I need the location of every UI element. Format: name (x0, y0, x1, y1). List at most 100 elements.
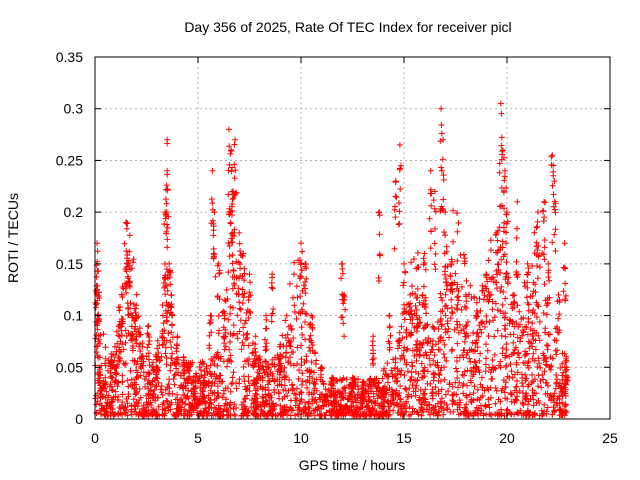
roti-point (319, 402, 326, 409)
roti-point (230, 405, 237, 412)
y-tick-label: 0 (75, 411, 83, 427)
roti-point (514, 302, 521, 309)
roti-point (219, 394, 226, 401)
roti-point (397, 383, 404, 390)
roti-point (551, 231, 558, 238)
roti-point (496, 169, 503, 176)
roti-point (371, 400, 378, 407)
roti-point (485, 396, 492, 403)
roti-point (417, 319, 424, 326)
roti-point (180, 353, 187, 360)
roti-point (370, 355, 377, 362)
roti-point (427, 167, 434, 174)
roti-point (437, 138, 444, 145)
roti-point (423, 310, 430, 317)
roti-point (432, 266, 439, 273)
roti-point (510, 350, 517, 357)
roti-point (233, 404, 240, 411)
roti-point (523, 324, 530, 331)
roti-point (516, 308, 523, 315)
roti-point (530, 402, 537, 409)
roti-point (477, 394, 484, 401)
roti-point (562, 280, 569, 287)
roti-point (411, 408, 418, 415)
roti-point (534, 363, 541, 370)
roti-point (241, 277, 248, 284)
roti-point (220, 324, 227, 331)
roti-point (226, 402, 233, 409)
roti-point (229, 252, 236, 259)
roti-point (431, 406, 438, 413)
roti-point (123, 248, 130, 255)
roti-point (494, 271, 501, 278)
roti-point (376, 231, 383, 238)
roti-point (157, 386, 164, 393)
roti-point (534, 263, 541, 270)
roti-point (265, 381, 272, 388)
roti-point (164, 224, 171, 231)
roti-point (523, 294, 530, 301)
roti-point (228, 380, 235, 387)
roti-point (323, 409, 330, 416)
roti-point (220, 358, 227, 365)
roti-point (532, 346, 539, 353)
roti-point (440, 196, 447, 203)
roti-point (164, 167, 171, 174)
roti-point (132, 309, 139, 316)
roti-point (489, 306, 496, 313)
roti-point (471, 383, 478, 390)
roti-point (485, 401, 492, 408)
roti-point (513, 383, 520, 390)
roti-point (398, 401, 405, 408)
roti-point (454, 257, 461, 264)
roti-point (300, 300, 307, 307)
chart-title: Day 356 of 2025, Rate Of TEC Index for r… (184, 19, 511, 35)
roti-point (443, 243, 450, 250)
roti-point (435, 388, 442, 395)
roti-point (408, 283, 415, 290)
roti-point (223, 286, 230, 293)
roti-point (396, 220, 403, 227)
roti-point (524, 401, 531, 408)
roti-point (225, 126, 232, 133)
roti-point (396, 141, 403, 148)
roti-point (401, 356, 408, 363)
roti-point (430, 410, 437, 417)
roti-point (461, 338, 468, 345)
roti-point (490, 317, 497, 324)
roti-point (141, 376, 148, 383)
roti-point (447, 408, 454, 415)
roti-point (163, 318, 170, 325)
roti-point (394, 399, 401, 406)
roti-point (501, 389, 508, 396)
roti-point (443, 279, 450, 286)
roti-point (391, 245, 398, 252)
roti-point (441, 271, 448, 278)
roti-point (483, 355, 490, 362)
roti-point (450, 207, 457, 214)
roti-point (93, 401, 100, 408)
roti-point (499, 345, 506, 352)
roti-point (435, 371, 442, 378)
roti-point (397, 186, 404, 193)
roti-point (482, 368, 489, 375)
roti-point (322, 412, 329, 419)
roti-point (442, 232, 449, 239)
roti-point (437, 290, 444, 297)
roti-point (232, 167, 239, 174)
roti-point (292, 395, 299, 402)
roti-point (457, 410, 464, 417)
roti-point (492, 300, 499, 307)
roti-point (393, 387, 400, 394)
roti-point (168, 344, 175, 351)
roti-point (550, 191, 557, 198)
roti-point (171, 381, 178, 388)
roti-point (454, 340, 461, 347)
roti-point (132, 391, 139, 398)
roti-point (181, 392, 188, 399)
roti-point (262, 386, 269, 393)
roti-point (227, 399, 234, 406)
roti-point (240, 363, 247, 370)
roti-point (440, 136, 447, 143)
roti-point (413, 341, 420, 348)
